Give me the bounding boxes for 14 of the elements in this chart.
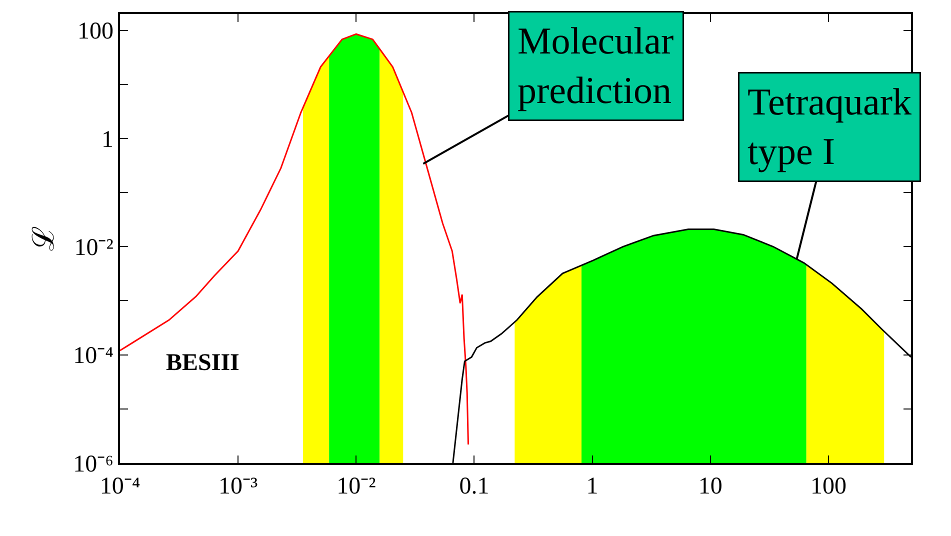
- y-tick-label: 10⁻²: [74, 235, 114, 262]
- y-axis-title: ℒ: [28, 226, 61, 251]
- annotation: Molecular prediction: [518, 20, 674, 112]
- x-tick-label: 100: [810, 474, 846, 500]
- y-tick-label: 1: [101, 126, 114, 153]
- annotation: Tetraquark type I: [748, 82, 912, 173]
- x-tick-label: 10⁻²: [336, 474, 376, 500]
- y-tick-label: 10⁻⁴: [73, 343, 114, 370]
- x-tick-label: 0.1: [459, 474, 490, 500]
- y-tick-label: 100: [77, 18, 114, 45]
- annotation: BESIII: [166, 350, 240, 376]
- x-tick-label: 10⁻³: [218, 474, 258, 500]
- x-tick-label: 1: [586, 474, 598, 500]
- x-tick-label: 10: [698, 474, 722, 500]
